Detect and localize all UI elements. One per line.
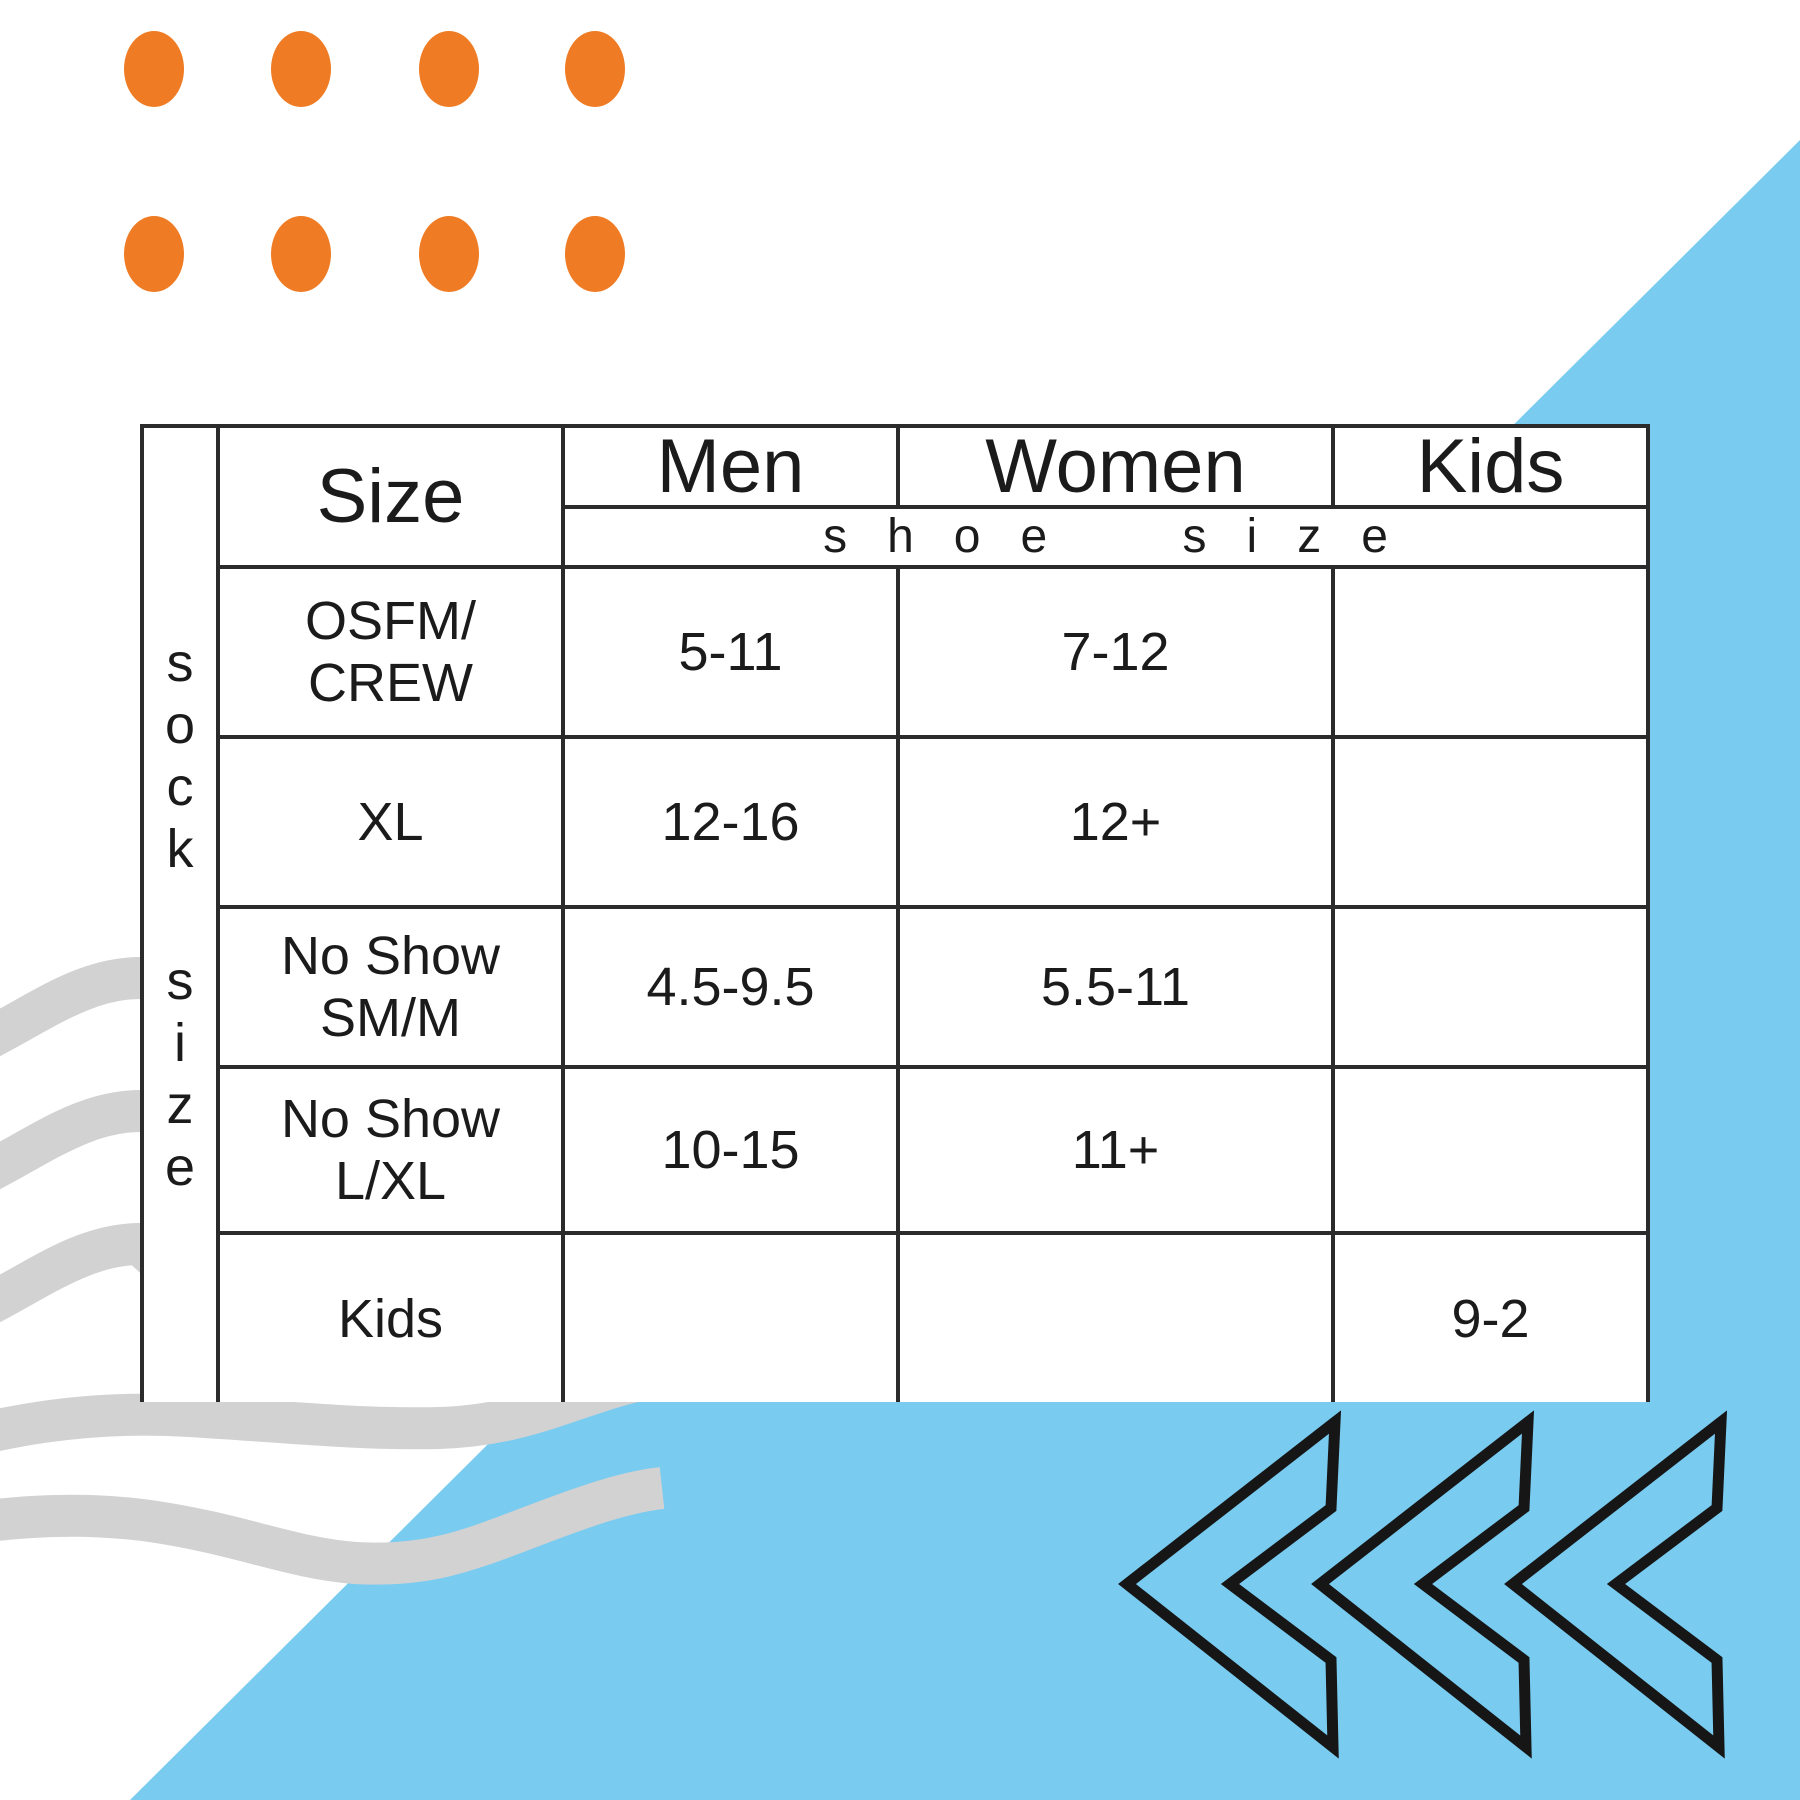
row-label-noshow-smm: No Show SM/M (220, 909, 565, 1069)
axis-letter: z (166, 1075, 194, 1135)
orange-dot (419, 216, 479, 292)
orange-dot (419, 31, 479, 107)
cell-noshow-lxl-women: 11+ (900, 1069, 1335, 1235)
cell-kids-kids: 9-2 (1335, 1235, 1646, 1402)
cell-noshow-smm-men: 4.5-9.5 (565, 909, 900, 1069)
orange-dot (124, 216, 184, 292)
orange-dot (271, 216, 331, 292)
header-men: Men (565, 426, 900, 509)
label-line: XL (357, 792, 424, 852)
col-axis-label-shoe-size: shoe size (565, 509, 1646, 569)
label-line: SM/M (320, 988, 461, 1048)
cell-noshow-lxl-men: 10-15 (565, 1069, 900, 1235)
label-line: No Show (280, 1089, 501, 1149)
cell-kids-women (900, 1235, 1335, 1402)
cell-noshow-smm-kids (1335, 909, 1646, 1069)
label-line: CREW (308, 653, 473, 713)
cell-kids-men (565, 1235, 900, 1402)
label-line: OSFM/ (305, 591, 476, 651)
label-line: No Show (280, 926, 501, 986)
size-conversion-table: s o c k s i z e Size Men Women Kids shoe… (140, 424, 1650, 1402)
header-kids: Kids (1335, 426, 1646, 509)
chevron-left-icon (1504, 1410, 1728, 1759)
row-axis-label-sock-size: s o c k s i z e (144, 428, 220, 1402)
orange-dot (124, 31, 184, 107)
chevron-group (1118, 1410, 1728, 1759)
chevron-left-icon (1118, 1410, 1342, 1759)
chevron-left-icon (1311, 1410, 1535, 1759)
axis-letter: c (166, 757, 194, 817)
axis-letter: s (166, 633, 194, 693)
row-label-kids: Kids (220, 1235, 565, 1402)
cell-osfm-kids (1335, 569, 1646, 739)
cell-xl-men: 12-16 (565, 739, 900, 909)
cell-noshow-lxl-kids (1335, 1069, 1646, 1235)
axis-letter: i (173, 1013, 186, 1073)
header-women: Women (900, 426, 1335, 509)
orange-dot (271, 31, 331, 107)
header-size: Size (220, 428, 565, 569)
wave-line (0, 1467, 665, 1585)
axis-letter: e (164, 1137, 196, 1197)
orange-dot (565, 216, 625, 292)
label-line: L/XL (334, 1151, 447, 1211)
axis-letter: k (166, 819, 194, 879)
row-label-noshow-lxl: No Show L/XL (220, 1069, 565, 1235)
orange-dot (565, 31, 625, 107)
cell-osfm-men: 5-11 (565, 569, 900, 739)
dot-grid (124, 31, 625, 292)
cell-xl-women: 12+ (900, 739, 1335, 909)
cell-xl-kids (1335, 739, 1646, 909)
row-label-xl: XL (220, 739, 565, 909)
row-label-osfm-crew: OSFM/ CREW (220, 569, 565, 739)
cell-noshow-smm-women: 5.5-11 (900, 909, 1335, 1069)
axis-letter: s (166, 951, 194, 1011)
axis-letter: o (164, 695, 196, 755)
label-line: Kids (337, 1288, 444, 1349)
cell-osfm-women: 7-12 (900, 569, 1335, 739)
sock-size-vertical-text: s o c k s i z e (165, 632, 195, 1198)
